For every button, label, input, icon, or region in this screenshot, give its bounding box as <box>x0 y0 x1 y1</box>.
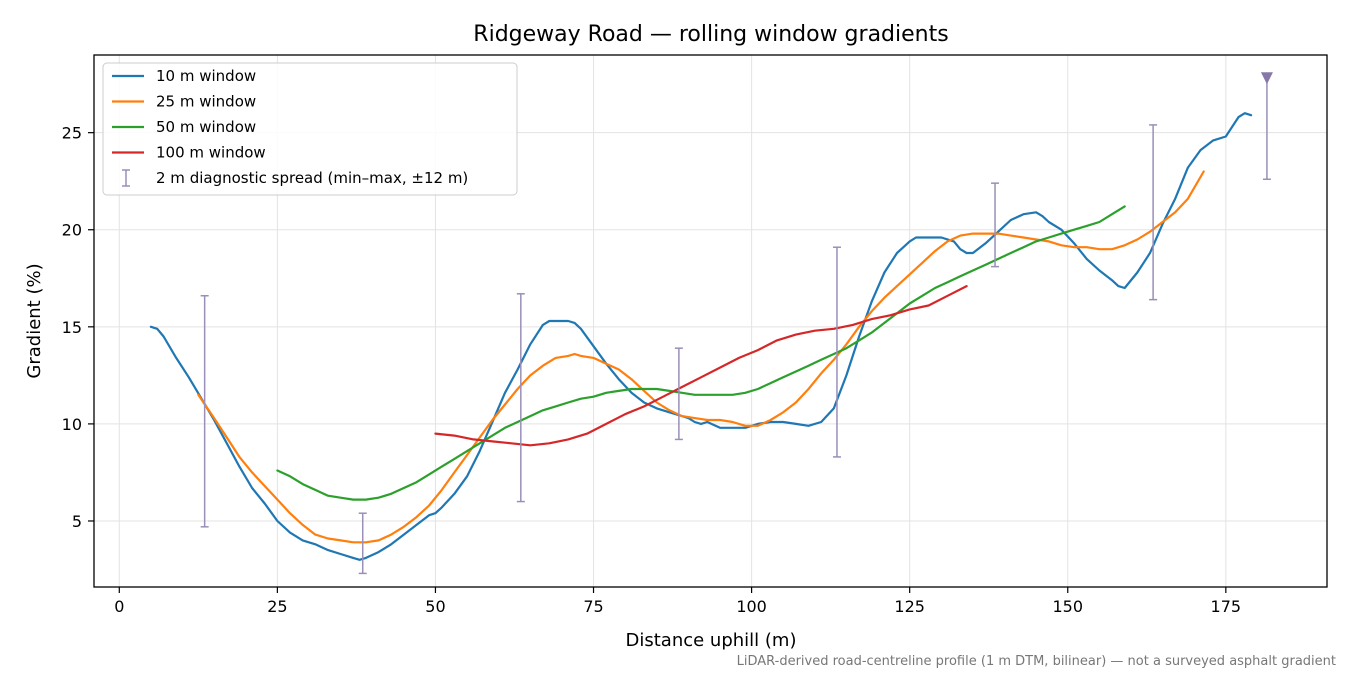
clipped-marker-icon <box>1260 72 1273 85</box>
x-tick-label: 125 <box>894 597 925 616</box>
y-tick-label: 20 <box>62 221 82 240</box>
y-tick-label: 25 <box>62 124 82 143</box>
x-tick-label: 50 <box>425 597 445 616</box>
x-axis-label: Distance uphill (m) <box>626 630 797 651</box>
x-tick-label: 75 <box>583 597 603 616</box>
grid <box>94 55 1327 587</box>
error-bar-5 <box>832 246 841 458</box>
y-tick-label: 15 <box>62 318 82 337</box>
legend-label-errorbar: 2 m diagnostic spread (min–max, ±12 m) <box>156 169 468 187</box>
x-tick-label: 175 <box>1211 597 1242 616</box>
x-tick-label: 100 <box>736 597 767 616</box>
legend-label-3: 50 m window <box>156 118 256 136</box>
x-tick-label: 150 <box>1052 597 1083 616</box>
y-axis-label: Gradient (%) <box>24 263 45 378</box>
legend-box <box>102 62 518 196</box>
x-tick-label: 25 <box>267 597 287 616</box>
error-bar-7 <box>1149 124 1158 301</box>
y-axis-ticks: 5 10 15 20 25 <box>62 124 94 531</box>
footnote: LiDAR-derived road-centreline profile (1… <box>737 654 1336 669</box>
chart-title: Ridgeway Road — rolling window gradients <box>473 22 948 47</box>
legend-label-4: 100 m window <box>156 144 266 162</box>
error-bar-8 <box>1260 72 1273 181</box>
x-axis-ticks: 0 25 50 75 100 125 150 175 <box>114 587 1241 616</box>
x-tick-label: 0 <box>114 597 124 616</box>
series-line-3 <box>276 205 1126 501</box>
legend-items: 10 m window 25 m window 50 m window 100 m w… <box>112 67 468 187</box>
error-bar-6 <box>991 182 1000 268</box>
error-bar-1 <box>200 295 209 528</box>
legend-label-2: 25 m window <box>156 93 256 111</box>
error-bar-4 <box>674 347 683 441</box>
legend: 10 m window 25 m window 50 m window 100 m w… <box>102 62 518 196</box>
series-line-4 <box>434 285 968 447</box>
error-bar-3 <box>516 293 525 503</box>
plot-frame <box>93 54 1328 588</box>
error-bar-2 <box>358 512 367 575</box>
legend-label-1: 10 m window <box>156 67 256 85</box>
y-tick-label: 10 <box>62 415 82 434</box>
y-tick-label: 5 <box>72 512 82 531</box>
error-bars <box>200 72 1273 575</box>
series-line-2 <box>197 170 1205 544</box>
series-line-1 <box>149 112 1253 561</box>
